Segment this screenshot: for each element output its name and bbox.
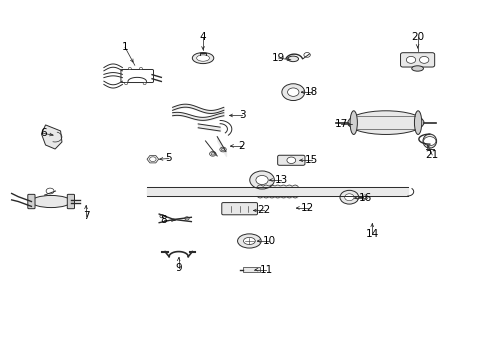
Circle shape [46, 188, 54, 194]
Text: 2: 2 [238, 141, 245, 151]
Circle shape [211, 153, 214, 155]
Text: 12: 12 [301, 203, 314, 213]
Circle shape [303, 53, 310, 57]
Text: 10: 10 [262, 236, 275, 246]
FancyBboxPatch shape [121, 69, 153, 82]
Text: 20: 20 [410, 32, 423, 41]
Text: 7: 7 [82, 211, 89, 221]
Circle shape [249, 171, 274, 189]
Ellipse shape [347, 111, 423, 134]
Circle shape [406, 57, 415, 63]
Text: 14: 14 [365, 229, 378, 239]
Circle shape [209, 152, 216, 156]
Text: 9: 9 [175, 263, 182, 273]
Circle shape [128, 67, 131, 69]
Circle shape [221, 148, 224, 151]
Text: 22: 22 [257, 206, 270, 216]
Ellipse shape [31, 195, 71, 208]
Polygon shape [147, 156, 158, 163]
Circle shape [419, 57, 428, 63]
Text: 6: 6 [40, 129, 47, 138]
FancyBboxPatch shape [277, 155, 305, 165]
Ellipse shape [237, 234, 261, 248]
Circle shape [361, 195, 367, 199]
Text: 13: 13 [274, 175, 287, 185]
Text: 1: 1 [122, 42, 128, 52]
Text: 17: 17 [334, 120, 347, 129]
Ellipse shape [192, 53, 213, 64]
Text: 21: 21 [425, 150, 438, 160]
FancyBboxPatch shape [67, 194, 74, 209]
Ellipse shape [414, 111, 421, 134]
Ellipse shape [422, 134, 436, 148]
Polygon shape [242, 267, 260, 272]
Text: 11: 11 [259, 265, 272, 275]
Ellipse shape [287, 56, 298, 62]
FancyBboxPatch shape [400, 53, 434, 67]
Text: 15: 15 [305, 155, 318, 165]
Text: 19: 19 [271, 53, 285, 63]
Circle shape [139, 67, 142, 69]
Circle shape [220, 147, 226, 152]
Circle shape [149, 157, 156, 162]
Text: 5: 5 [165, 153, 172, 163]
Circle shape [143, 82, 146, 85]
Circle shape [339, 190, 358, 204]
FancyBboxPatch shape [222, 203, 257, 215]
Text: 3: 3 [238, 111, 245, 121]
Text: 16: 16 [358, 193, 371, 203]
Ellipse shape [243, 237, 255, 244]
Ellipse shape [411, 66, 423, 71]
Circle shape [287, 88, 298, 96]
Ellipse shape [196, 55, 209, 61]
Ellipse shape [349, 111, 357, 134]
Circle shape [184, 217, 189, 220]
Circle shape [344, 194, 353, 201]
Circle shape [281, 84, 304, 100]
FancyBboxPatch shape [28, 194, 35, 209]
Circle shape [423, 136, 435, 146]
Text: 8: 8 [161, 215, 167, 225]
Polygon shape [41, 125, 62, 149]
Circle shape [255, 175, 267, 185]
Text: 4: 4 [199, 32, 206, 41]
Circle shape [124, 82, 127, 85]
Circle shape [286, 157, 295, 163]
Circle shape [160, 215, 164, 218]
Text: 18: 18 [305, 87, 318, 97]
